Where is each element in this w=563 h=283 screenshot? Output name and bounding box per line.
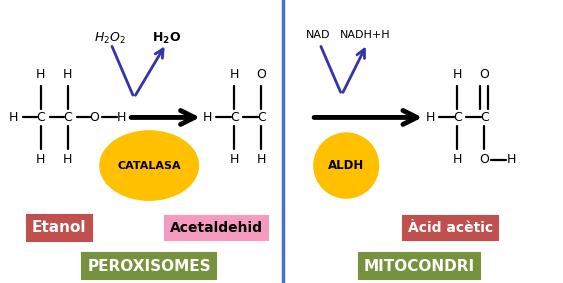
Text: C: C: [63, 111, 72, 124]
Text: H: H: [9, 111, 18, 124]
Text: ALDH: ALDH: [328, 159, 364, 172]
Text: NAD: NAD: [306, 30, 330, 40]
Text: H: H: [36, 68, 45, 82]
Text: H: H: [63, 153, 72, 166]
Text: H: H: [117, 111, 126, 124]
Text: H: H: [63, 68, 72, 82]
Text: H: H: [257, 153, 266, 166]
Text: PEROXISOMES: PEROXISOMES: [87, 258, 211, 274]
Text: O: O: [479, 153, 489, 166]
Text: O: O: [256, 68, 266, 82]
Text: C: C: [480, 111, 489, 124]
Text: H: H: [453, 153, 462, 166]
Text: H: H: [230, 68, 239, 82]
Text: NADH+H: NADH+H: [339, 30, 390, 40]
Text: Àcid acètic: Àcid acètic: [408, 221, 493, 235]
Text: O: O: [90, 111, 100, 124]
Text: MITOCONDRI: MITOCONDRI: [364, 258, 475, 274]
Text: H: H: [507, 153, 516, 166]
Text: H: H: [230, 153, 239, 166]
Text: C: C: [230, 111, 239, 124]
Text: Etanol: Etanol: [32, 220, 86, 235]
Text: H: H: [36, 153, 45, 166]
Text: Acetaldehid: Acetaldehid: [170, 221, 263, 235]
Text: $\mathit{H_2O_2}$: $\mathit{H_2O_2}$: [94, 31, 126, 46]
Ellipse shape: [100, 131, 199, 200]
Text: H: H: [453, 68, 462, 82]
Text: C: C: [36, 111, 45, 124]
Text: $\mathbf{H_2O}$: $\mathbf{H_2O}$: [151, 31, 181, 46]
Text: O: O: [479, 68, 489, 82]
Text: C: C: [453, 111, 462, 124]
Text: C: C: [257, 111, 266, 124]
Text: CATALASA: CATALASA: [117, 160, 181, 171]
Ellipse shape: [314, 133, 378, 198]
Text: H: H: [203, 111, 212, 124]
Text: H: H: [426, 111, 435, 124]
